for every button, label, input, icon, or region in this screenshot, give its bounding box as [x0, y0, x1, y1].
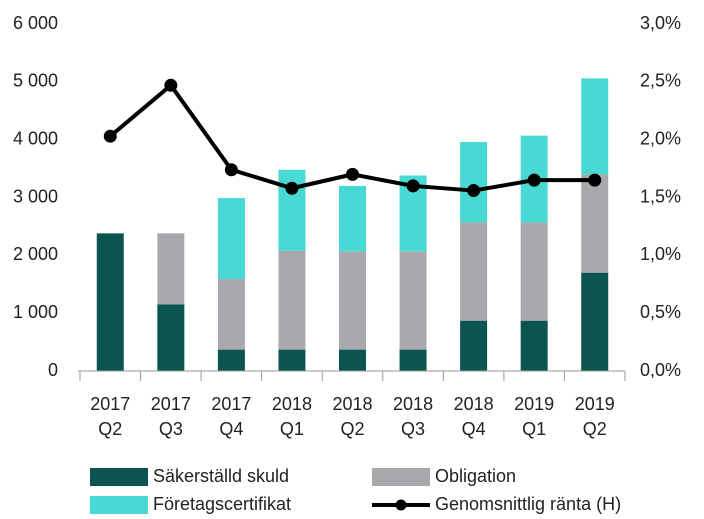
legend-label: Säkerställd skuld — [153, 466, 289, 486]
x-tick-label: 2017 Q2 — [90, 394, 130, 439]
y2-tick-label: 1,0% — [640, 244, 681, 264]
y2-tick-label: 0,5% — [640, 302, 681, 322]
bar-segment — [217, 349, 245, 371]
y-tick-label: 6 000 — [13, 13, 58, 33]
bar-segment — [217, 198, 245, 280]
x-tick-label: 2017 Q3 — [151, 394, 191, 439]
x-tick-label: 2017 Q4 — [211, 394, 251, 439]
bar-segment — [339, 349, 366, 371]
bar-segment — [460, 222, 488, 321]
legend-label: Genomsnittlig ränta (H) — [435, 494, 621, 514]
line-marker — [467, 184, 481, 198]
x-tick-label: 2019 Q2 — [575, 394, 615, 439]
line-marker — [346, 167, 359, 181]
y-tick-label: 2 000 — [13, 244, 58, 264]
line-marker — [406, 179, 420, 193]
y-tick-label: 4 000 — [13, 128, 58, 148]
legend-swatch — [90, 496, 148, 514]
y-tick-label: 1 000 — [13, 302, 58, 322]
y-tick-label: 5 000 — [13, 71, 58, 91]
bar-segment — [278, 250, 306, 350]
bar-segment — [520, 320, 548, 371]
line-marker — [285, 181, 299, 195]
line-marker — [527, 173, 541, 187]
bar-segment — [581, 78, 609, 175]
y2-tick-label: 2,5% — [640, 71, 681, 91]
y-tick-label: 0 — [48, 360, 58, 380]
bar-segment — [339, 185, 366, 252]
y2-tick-label: 3,0% — [640, 13, 681, 33]
bar-segment — [581, 272, 609, 371]
y2-tick-label: 0,0% — [640, 360, 681, 380]
bar-segment — [399, 251, 427, 350]
line-marker — [224, 163, 238, 177]
bar-segment — [217, 279, 245, 350]
legend-marker — [395, 499, 407, 511]
bar-segment — [460, 141, 488, 223]
bar-segment — [460, 320, 488, 371]
x-tick-label: 2018 Q2 — [332, 394, 372, 439]
bar-segment — [399, 349, 427, 371]
bar-segment — [96, 233, 124, 371]
bar-segment — [157, 233, 185, 305]
line-marker — [164, 78, 178, 92]
y-tick-label: 3 000 — [13, 186, 58, 206]
x-tick-label: 2018 Q1 — [272, 394, 312, 439]
legend-label: Obligation — [435, 466, 516, 486]
line-marker — [588, 173, 602, 187]
line-marker — [103, 129, 117, 143]
x-tick-label: 2018 Q3 — [393, 394, 433, 439]
y2-tick-label: 2,0% — [640, 128, 681, 148]
y2-tick-label: 1,5% — [640, 186, 681, 206]
legend-label: Företagscertifikat — [153, 494, 291, 514]
bar-segment — [339, 251, 366, 350]
legend-swatch — [372, 468, 430, 486]
bar-segment — [581, 174, 609, 273]
legend-swatch — [90, 468, 148, 486]
bar-segment — [157, 304, 185, 371]
bar-segment — [520, 222, 548, 321]
x-tick-label: 2019 Q1 — [514, 394, 554, 439]
bar-segment — [278, 349, 306, 371]
x-tick-label: 2018 Q4 — [454, 394, 494, 439]
